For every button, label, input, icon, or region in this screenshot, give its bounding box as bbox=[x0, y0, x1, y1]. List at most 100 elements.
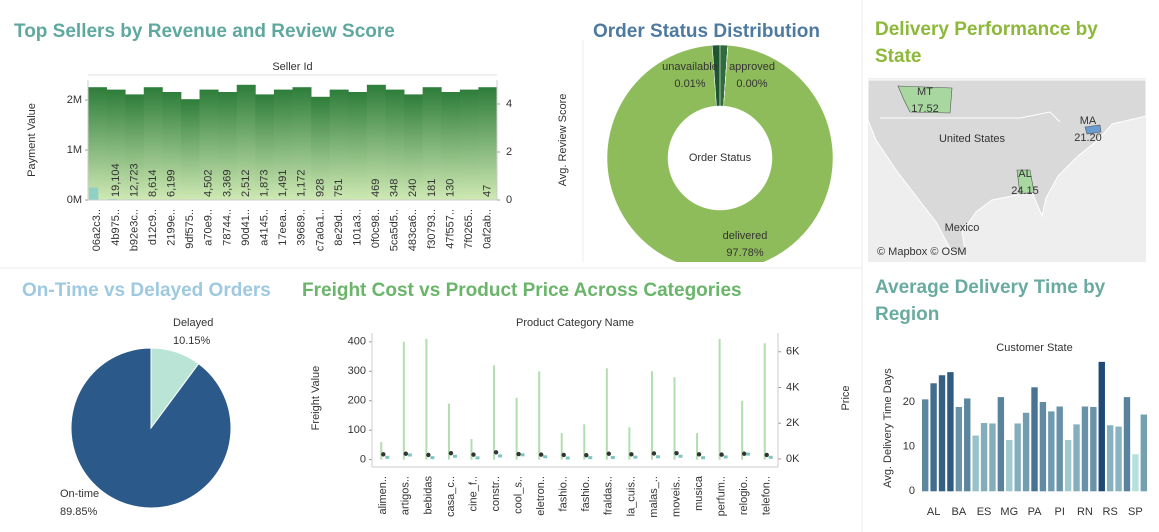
slice-label: approved bbox=[729, 61, 775, 73]
x-tick-label: 17eea.. bbox=[277, 209, 289, 246]
bar bbox=[1022, 412, 1030, 492]
review-bar bbox=[459, 89, 479, 200]
bar bbox=[1031, 387, 1038, 492]
state-value: 24.15 bbox=[1011, 185, 1039, 197]
review-bar bbox=[218, 92, 238, 200]
bar bbox=[930, 383, 937, 492]
price-mark bbox=[543, 455, 548, 459]
freight-median bbox=[381, 452, 386, 457]
data-label: 6,199 bbox=[166, 169, 178, 197]
review-bar bbox=[273, 89, 293, 200]
x-tick-label: telefon.. bbox=[761, 476, 773, 515]
state bbox=[1084, 124, 1102, 135]
data-label: 751 bbox=[333, 179, 345, 197]
slice-label: Delayed bbox=[173, 317, 213, 329]
freight-range bbox=[470, 439, 473, 460]
chart-title: Delivery Performance by State bbox=[875, 19, 1098, 67]
review-bar bbox=[180, 99, 200, 200]
x-tick-label: 8e29d.. bbox=[333, 209, 345, 246]
bar bbox=[1115, 426, 1122, 492]
bar bbox=[964, 398, 971, 492]
data-label: 19,104 bbox=[110, 163, 122, 197]
y-axis-label: Freight Value bbox=[310, 366, 322, 431]
y-tick-label: 0 bbox=[909, 485, 915, 497]
bar bbox=[1081, 406, 1089, 492]
state bbox=[897, 85, 953, 114]
x-tick-label: 7f0265.. bbox=[463, 209, 475, 249]
y-tick-label: 10 bbox=[903, 441, 915, 453]
review-bar bbox=[385, 89, 405, 200]
price-mark bbox=[588, 456, 593, 460]
review-bar bbox=[478, 87, 498, 200]
freight-median bbox=[696, 452, 702, 457]
x-tick-label: cine_f.. bbox=[467, 476, 479, 511]
data-label: 348 bbox=[389, 179, 401, 197]
price-mark bbox=[452, 454, 457, 458]
x-tick-label: PI bbox=[1055, 506, 1065, 518]
freight-median bbox=[629, 452, 634, 457]
bar bbox=[1048, 411, 1055, 492]
chart-title: Top Sellers by Revenue and Review Score bbox=[14, 21, 395, 42]
bar bbox=[1014, 423, 1021, 492]
y-tick-label: 100 bbox=[348, 424, 366, 436]
data-label: 1,172 bbox=[296, 169, 308, 197]
data-label: 130 bbox=[444, 179, 456, 197]
x-tick-label: a70e9.. bbox=[203, 209, 215, 246]
payment-bar bbox=[89, 187, 99, 200]
chart-title: On-Time vs Delayed Orders bbox=[22, 280, 271, 301]
freight-median bbox=[493, 450, 499, 455]
attribution: © Mapbox © OSM bbox=[877, 246, 967, 258]
y2-tick-label: 6K bbox=[786, 346, 800, 358]
state-value: 21.20 bbox=[1074, 132, 1102, 144]
freight-range bbox=[763, 343, 766, 460]
slice-value: 0.00% bbox=[736, 78, 767, 90]
freight-median bbox=[448, 450, 454, 456]
data-label: 47 bbox=[482, 185, 494, 197]
y-tick-label: 1M bbox=[67, 144, 82, 156]
pie-slice bbox=[70, 347, 232, 509]
place-label: Mexico bbox=[945, 222, 980, 234]
place-label: United States bbox=[939, 133, 1006, 145]
data-label: 1,491 bbox=[277, 169, 289, 197]
bar bbox=[972, 435, 979, 492]
freight-range bbox=[493, 365, 496, 460]
x-tick-label: RN bbox=[1077, 506, 1093, 518]
review-bar bbox=[441, 92, 461, 200]
bar bbox=[1140, 414, 1147, 492]
bar bbox=[1123, 397, 1131, 492]
data-label: 2,512 bbox=[240, 169, 252, 197]
freight-median bbox=[764, 452, 769, 458]
review-bar bbox=[404, 94, 424, 200]
slice-value: 0.01% bbox=[674, 78, 705, 90]
bar bbox=[1006, 439, 1013, 492]
x-tick-label: 06a2c3.. bbox=[91, 209, 103, 251]
freight-range bbox=[447, 403, 450, 460]
price-mark bbox=[746, 452, 751, 456]
review-bar bbox=[162, 92, 182, 200]
x-tick-label: SP bbox=[1128, 506, 1143, 518]
freight-range bbox=[673, 377, 676, 460]
x-tick-label: 5ca5d5.. bbox=[389, 209, 401, 251]
bar bbox=[947, 372, 954, 492]
freight-range bbox=[605, 368, 608, 460]
x-tick-label: 90d41.. bbox=[240, 209, 252, 246]
state bbox=[1016, 169, 1035, 195]
freight-median bbox=[403, 451, 409, 456]
data-label: 928 bbox=[314, 179, 326, 197]
state-label: MA bbox=[1080, 115, 1097, 127]
x-tick-label: PA bbox=[1028, 506, 1043, 518]
x-tick-label: c7a0a1.. bbox=[314, 209, 326, 251]
bar bbox=[1064, 439, 1072, 492]
bar bbox=[1039, 402, 1047, 492]
x-tick-label: fashio.. bbox=[580, 476, 592, 511]
price-mark bbox=[520, 453, 525, 457]
data-label: 240 bbox=[407, 179, 419, 197]
header: Customer State bbox=[996, 342, 1072, 354]
freight-median bbox=[584, 453, 589, 458]
x-tick-label: alimen.. bbox=[377, 476, 389, 515]
freight-range bbox=[425, 338, 428, 460]
freight-median bbox=[651, 451, 657, 456]
review-bar bbox=[106, 89, 126, 200]
x-tick-label: 0f0c98.. bbox=[370, 209, 382, 248]
y-axis-label: Avg. Delivery Time Days bbox=[882, 368, 894, 488]
